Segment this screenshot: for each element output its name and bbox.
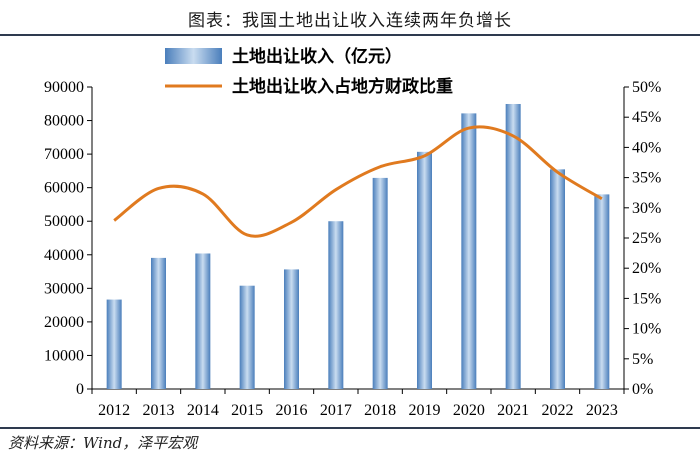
- left-tick-label: 80000: [44, 113, 84, 130]
- source-note: 资料来源：Wind，泽平宏观: [8, 434, 198, 452]
- bar: [195, 253, 211, 389]
- bar-series: [106, 103, 610, 389]
- bar: [328, 221, 344, 389]
- bar: [372, 177, 388, 389]
- right-tick-label: 15%: [632, 290, 661, 307]
- right-tick-label: 5%: [632, 351, 653, 368]
- left-tick-label: 10000: [44, 347, 84, 364]
- bar: [594, 194, 610, 389]
- axes: 0 10000 20000 30000 40000 50000 60000 70000 8000…: [44, 79, 661, 419]
- x-tick-label: 2020: [453, 402, 485, 419]
- chart-title: 图表：我国土地出让收入连续两年负增长: [188, 11, 512, 31]
- right-tick-label: 50%: [632, 79, 661, 96]
- x-tick-label: 2012: [98, 402, 130, 419]
- x-tick-label: 2022: [542, 402, 574, 419]
- bottom-rule: [0, 427, 700, 429]
- ratio-line: [113, 125, 603, 238]
- bar: [106, 299, 122, 389]
- x-tick-label: 2018: [364, 402, 396, 419]
- bar: [417, 151, 432, 389]
- left-tick-label: 20000: [44, 314, 84, 331]
- legend-bar-swatch: [165, 48, 222, 64]
- legend-line-label: 土地出让收入占地方财政比重: [232, 76, 453, 96]
- chart: 0 10000 20000 30000 40000 50000 60000 70000 8000…: [44, 46, 661, 419]
- top-rule: [0, 34, 700, 36]
- x-tick-label: 2019: [409, 402, 441, 419]
- left-tick-label: 0: [76, 381, 84, 398]
- bar: [505, 103, 521, 389]
- bar: [550, 169, 565, 389]
- left-tick-label: 30000: [44, 280, 84, 297]
- bar: [151, 257, 166, 389]
- x-tick-label: 2015: [231, 402, 263, 419]
- left-tick-label: 50000: [44, 213, 84, 230]
- right-tick-label: 10%: [632, 321, 661, 338]
- left-tick-label: 70000: [44, 146, 84, 163]
- legend: 土地出让收入（亿元） 土地出让收入占地方财政比重: [165, 46, 453, 96]
- bar: [284, 269, 299, 389]
- right-tick-label: 0%: [632, 381, 653, 398]
- right-tick-label: 35%: [632, 170, 661, 187]
- right-tick-label: 30%: [632, 200, 661, 217]
- right-tick-label: 20%: [632, 260, 661, 277]
- bar: [239, 285, 255, 389]
- bar: [461, 113, 477, 389]
- x-tick-label: 2014: [187, 402, 219, 419]
- x-tick-label: 2013: [143, 402, 175, 419]
- right-tick-label: 25%: [632, 230, 661, 247]
- left-tick-label: 90000: [44, 79, 84, 96]
- x-tick-label: 2016: [276, 402, 308, 419]
- x-tick-label: 2021: [497, 402, 529, 419]
- legend-bar-label: 土地出让收入（亿元）: [232, 46, 402, 66]
- left-tick-label: 40000: [44, 247, 84, 264]
- x-tick-label: 2017: [320, 402, 352, 419]
- left-tick-label: 60000: [44, 180, 84, 197]
- x-tick-label: 2023: [586, 402, 618, 419]
- right-tick-label: 40%: [632, 139, 661, 156]
- line-series: [113, 125, 603, 238]
- right-tick-label: 45%: [632, 109, 661, 126]
